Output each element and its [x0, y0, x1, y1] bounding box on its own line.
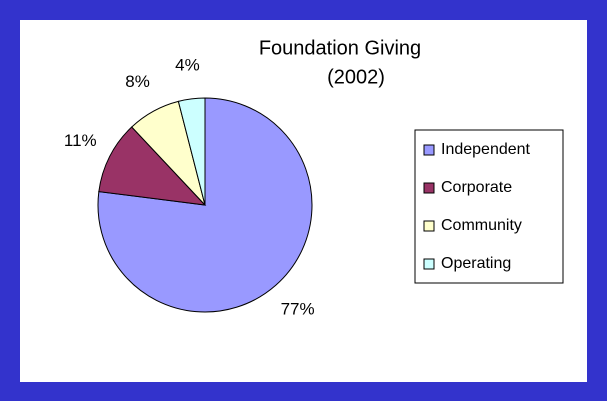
legend — [414, 129, 564, 284]
pie-slice — [177, 97, 206, 206]
legend-label: Corporate — [441, 179, 512, 196]
legend-label: Community — [441, 217, 522, 234]
data-label: 8% — [125, 72, 150, 91]
chart-title: Foundation Giving — [259, 37, 421, 59]
legend-label: Operating — [441, 255, 511, 272]
data-label: 11% — [64, 131, 97, 150]
pie-slice — [98, 126, 207, 206]
chart-subtitle: (2002) — [327, 66, 385, 88]
data-label: 77% — [281, 299, 315, 318]
legend-label: Independent — [441, 141, 531, 158]
data-label: 4% — [175, 56, 200, 75]
legend-swatch — [423, 220, 435, 232]
legend-swatch — [423, 144, 435, 156]
legend-swatch — [423, 182, 435, 194]
legend-swatch — [423, 258, 435, 270]
